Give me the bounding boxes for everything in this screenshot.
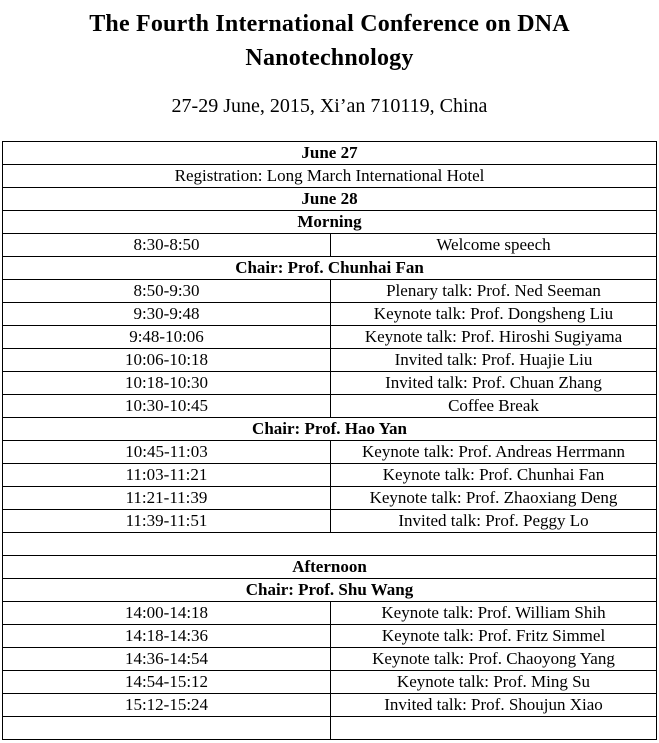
table-row: 11:03-11:21 Keynote talk: Prof. Chunhai F… [2,463,657,487]
table-row: Chair: Prof. Hao Yan [2,417,657,441]
event-cell: Keynote talk: Prof. Fritz Simmel [330,624,657,648]
event-cell: Keynote talk: Prof. William Shih [330,601,657,625]
event-cell [330,716,657,740]
event-cell: Keynote talk: Prof. Andreas Herrmann [330,440,657,464]
time-cell: 11:03-11:21 [2,463,331,487]
time-cell [2,716,331,740]
time-cell: 14:36-14:54 [2,647,331,671]
time-cell: 14:54-15:12 [2,670,331,694]
event-cell: Invited talk: Prof. Huajie Liu [330,348,657,372]
table-row: 14:36-14:54 Keynote talk: Prof. Chaoyong … [2,647,657,671]
table-row [2,532,657,556]
time-cell: 11:39-11:51 [2,509,331,533]
event-cell: Keynote talk: Prof. Ming Su [330,670,657,694]
event-cell: Keynote talk: Prof. Hiroshi Sugiyama [330,325,657,349]
time-cell: 9:48-10:06 [2,325,331,349]
section-header-cell: June 28 [2,187,657,211]
table-row: 14:54-15:12 Keynote talk: Prof. Ming Su [2,670,657,694]
table-row: 15:12-15:24 Invited talk: Prof. Shoujun X… [2,693,657,717]
info-cell: Registration: Long March International H… [2,164,657,188]
time-cell: 10:45-11:03 [2,440,331,464]
event-cell: Welcome speech [330,233,657,257]
section-header-cell: Chair: Prof. Shu Wang [2,578,657,602]
table-row: June 27 [2,141,657,165]
conference-date-location: 27-29 June, 2015, Xi’an 710119, China [171,95,488,117]
event-cell: Invited talk: Prof. Peggy Lo [330,509,657,533]
time-cell: 8:30-8:50 [2,233,331,257]
section-header-cell: Afternoon [2,555,657,579]
schedule-table-body: June 27 Registration: Long March Internat… [2,141,657,740]
event-cell: Plenary talk: Prof. Ned Seeman [330,279,657,303]
time-cell: 15:12-15:24 [2,693,331,717]
time-cell: 10:06-10:18 [2,348,331,372]
table-row: 11:39-11:51 Invited talk: Prof. Peggy Lo [2,509,657,533]
event-cell: Keynote talk: Prof. Dongsheng Liu [330,302,657,326]
time-cell: 10:30-10:45 [2,394,331,418]
section-header-cell: June 27 [2,141,657,165]
time-cell: 14:18-14:36 [2,624,331,648]
section-header-cell: Chair: Prof. Hao Yan [2,417,657,441]
table-row: Morning [2,210,657,234]
event-cell: Coffee Break [330,394,657,418]
table-row: 9:30-9:48 Keynote talk: Prof. Dongsheng L… [2,302,657,326]
table-row: 11:21-11:39 Keynote talk: Prof. Zhaoxiang… [2,486,657,510]
section-header-cell: Morning [2,210,657,234]
table-row: 9:48-10:06 Keynote talk: Prof. Hiroshi Su… [2,325,657,349]
table-row: 10:30-10:45 Coffee Break [2,394,657,418]
table-row: June 28 [2,187,657,211]
table-row [2,716,657,740]
time-cell: 14:00-14:18 [2,601,331,625]
schedule-table: June 27 Registration: Long March Internat… [2,141,657,740]
table-row: Chair: Prof. Chunhai Fan [2,256,657,280]
time-cell: 9:30-9:48 [2,302,331,326]
table-row: 8:30-8:50 Welcome speech [2,233,657,257]
document-page: The Fourth International Conference on D… [0,7,659,743]
time-cell: 10:18-10:30 [2,371,331,395]
event-cell: Invited talk: Prof. Shoujun Xiao [330,693,657,717]
table-row: 14:00-14:18 Keynote talk: Prof. William S… [2,601,657,625]
table-row: 10:06-10:18 Invited talk: Prof. Huajie Li… [2,348,657,372]
event-cell: Invited talk: Prof. Chuan Zhang [330,371,657,395]
table-row: 10:18-10:30 Invited talk: Prof. Chuan Zha… [2,371,657,395]
event-cell: Keynote talk: Prof. Chunhai Fan [330,463,657,487]
time-cell: 8:50-9:30 [2,279,331,303]
table-row: 14:18-14:36 Keynote talk: Prof. Fritz Sim… [2,624,657,648]
table-row: 8:50-9:30 Plenary talk: Prof. Ned Seeman [2,279,657,303]
page-title: The Fourth International Conference on D… [89,11,570,71]
info-cell [2,532,657,556]
table-row: 10:45-11:03 Keynote talk: Prof. Andreas H… [2,440,657,464]
time-cell: 11:21-11:39 [2,486,331,510]
table-row: Registration: Long March International H… [2,164,657,188]
event-cell: Keynote talk: Prof. Chaoyong Yang [330,647,657,671]
table-row: Afternoon [2,555,657,579]
section-header-cell: Chair: Prof. Chunhai Fan [2,256,657,280]
table-row: Chair: Prof. Shu Wang [2,578,657,602]
event-cell: Keynote talk: Prof. Zhaoxiang Deng [330,486,657,510]
